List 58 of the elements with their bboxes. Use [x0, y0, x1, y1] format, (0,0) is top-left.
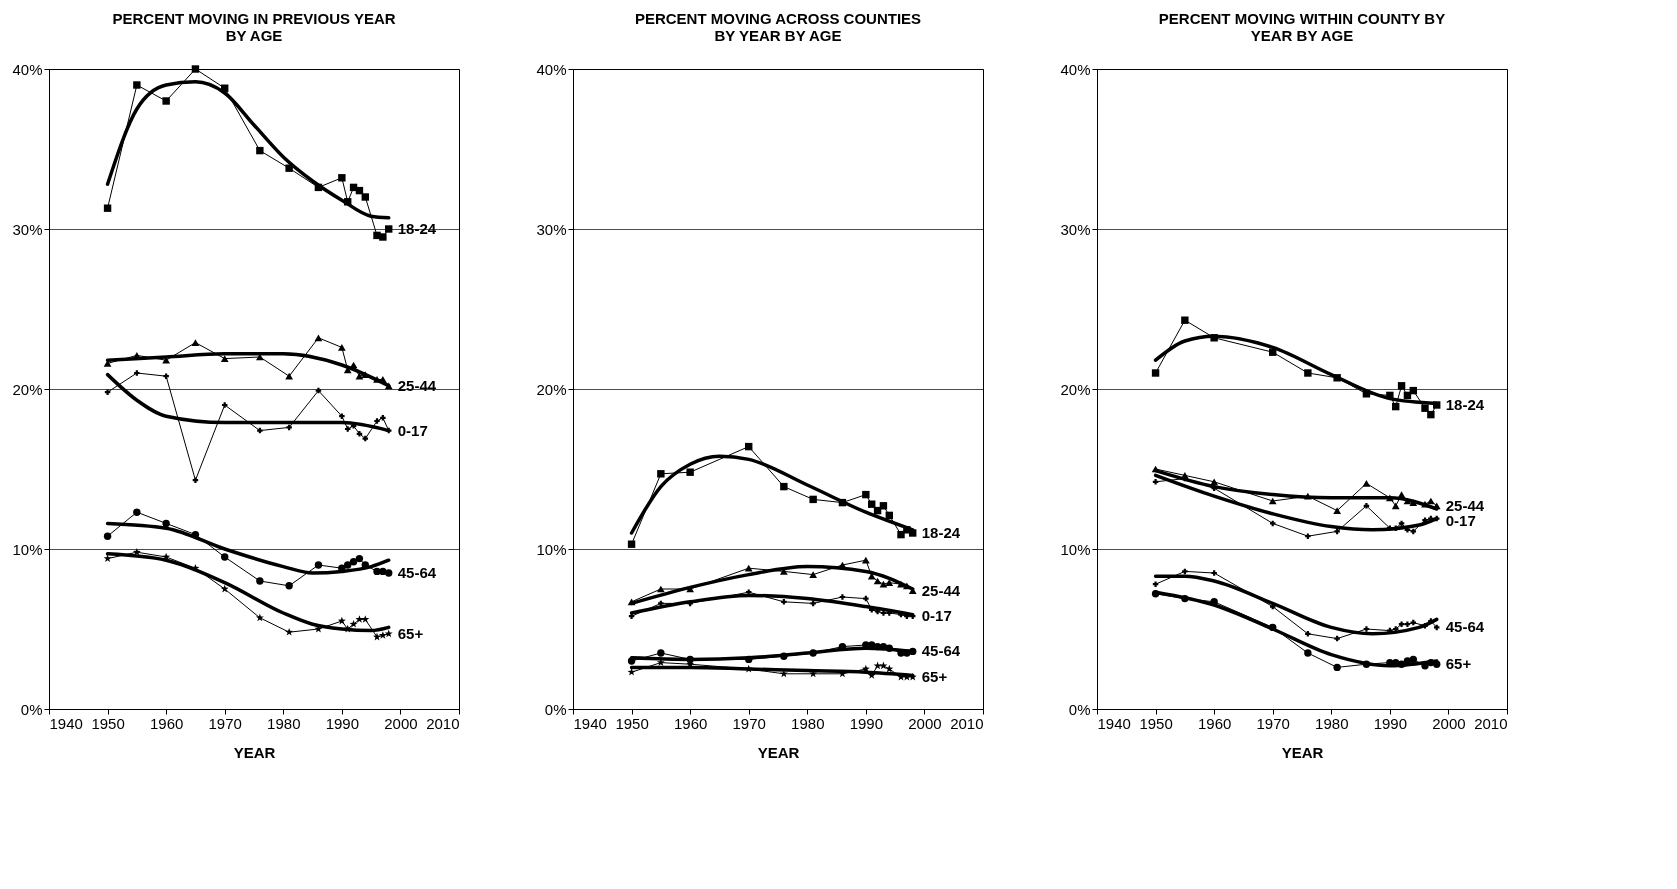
- x-tick-label: 1940: [49, 714, 83, 732]
- series-label: 65+: [921, 668, 948, 685]
- x-tick-label: 1940: [573, 714, 607, 732]
- series-label: 0-17: [921, 607, 952, 625]
- y-tick-label: 30%: [536, 220, 567, 238]
- x-tick-label: 1950: [615, 714, 649, 732]
- series-label: 25-44: [921, 581, 961, 599]
- x-tick-label: 2000: [908, 714, 942, 732]
- y-tick-label: 20%: [12, 380, 43, 398]
- y-tick-label: 10%: [12, 540, 43, 558]
- x-tick-label: 2000: [1432, 714, 1466, 732]
- x-axis-title: YEAR: [233, 743, 276, 761]
- series-label: 65+: [397, 624, 424, 642]
- x-tick-label: 1980: [1315, 714, 1349, 732]
- series-label: 65+: [1445, 655, 1472, 673]
- x-tick-label: 1990: [1373, 714, 1408, 732]
- y-tick-label: 40%: [536, 60, 567, 78]
- x-tick-label: 1970: [208, 714, 242, 732]
- x-tick-label: 1970: [1256, 714, 1290, 732]
- y-tick-label: 0%: [1068, 700, 1091, 718]
- chart-title: PERCENT MOVING IN PREVIOUS YEAR BY AGE: [112, 10, 396, 44]
- y-tick-label: 20%: [1060, 380, 1091, 398]
- x-tick-label: 1980: [267, 714, 301, 732]
- x-tick-label: 1950: [1139, 714, 1173, 732]
- y-tick-label: 40%: [1060, 60, 1091, 78]
- x-tick-label: 2010: [426, 714, 460, 732]
- x-tick-label: 1960: [1197, 714, 1232, 732]
- y-tick-label: 0%: [544, 700, 567, 718]
- series-label: 45-64: [397, 564, 437, 581]
- chart-title: PERCENT MOVING WITHIN COUNTY BY YEAR BY AGE: [1158, 10, 1446, 44]
- x-tick-label: 2010: [1474, 714, 1508, 732]
- x-tick-label: 1940: [1097, 714, 1131, 732]
- x-tick-label: 1980: [791, 714, 825, 732]
- x-tick-label: 1960: [149, 714, 184, 732]
- x-tick-label: 2000: [384, 714, 418, 732]
- x-tick-label: 1990: [849, 714, 884, 732]
- x-tick-label: 1970: [732, 714, 766, 732]
- x-tick-label: 2010: [950, 714, 984, 732]
- series-label: 18-24: [1445, 396, 1485, 413]
- chart-title: PERCENT MOVING ACROSS COUNTIES BY YEAR BY AGE: [634, 10, 922, 44]
- y-tick-label: 10%: [1060, 540, 1091, 558]
- series-label: 45-64: [921, 642, 961, 660]
- x-axis-title: YEAR: [757, 743, 800, 761]
- x-tick-label: 1950: [91, 714, 125, 732]
- y-tick-label: 30%: [1060, 220, 1091, 238]
- x-tick-label: 1990: [325, 714, 360, 732]
- y-tick-label: 40%: [12, 60, 43, 78]
- y-tick-label: 10%: [536, 540, 567, 558]
- x-axis-title: YEAR: [1281, 743, 1324, 761]
- series-label: 45-64: [1445, 618, 1485, 636]
- y-tick-label: 30%: [12, 220, 43, 238]
- series-label: 0-17: [397, 421, 428, 439]
- series-label: 25-44: [1445, 496, 1485, 514]
- series-label: 18-24: [921, 524, 961, 541]
- y-tick-label: 0%: [20, 700, 43, 718]
- x-tick-label: 1960: [673, 714, 708, 732]
- y-tick-label: 20%: [536, 380, 567, 398]
- series-label: 0-17: [1445, 511, 1476, 529]
